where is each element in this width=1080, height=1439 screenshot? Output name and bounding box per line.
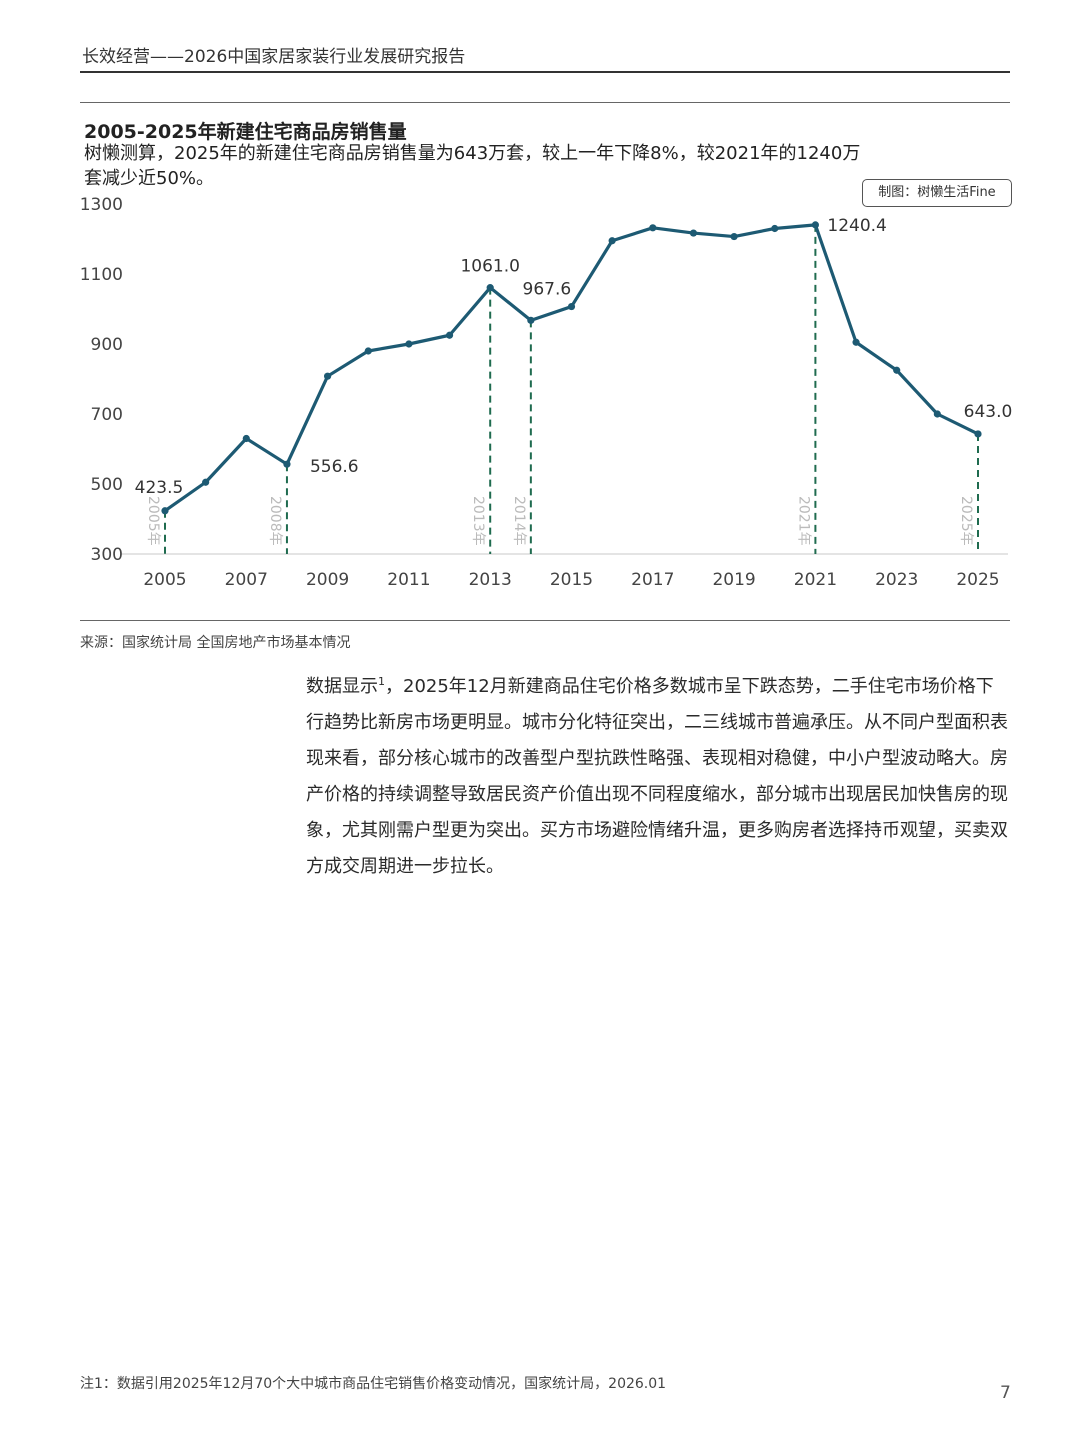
x-tick-label: 2019 bbox=[712, 570, 755, 590]
data-point bbox=[893, 366, 901, 374]
data-point bbox=[608, 237, 616, 245]
x-tick-label: 2011 bbox=[387, 570, 430, 590]
y-tick-label: 700 bbox=[91, 405, 123, 425]
body-text-main: ，2025年12月新建商品住宅价格多数城市呈下跌态势，二手住宅市场价格下行趋势比… bbox=[306, 676, 1008, 877]
data-point bbox=[527, 316, 535, 324]
x-tick-label: 2009 bbox=[306, 570, 349, 590]
data-point bbox=[689, 229, 698, 237]
x-tick-label: 2021 bbox=[794, 570, 837, 590]
data-point bbox=[161, 507, 169, 515]
x-tick-label: 2005 bbox=[143, 570, 186, 590]
chart-bottom-divider bbox=[80, 620, 1010, 621]
chart-top-divider bbox=[80, 102, 1010, 103]
x-tick-label: 2007 bbox=[225, 570, 268, 590]
data-point bbox=[811, 221, 820, 229]
highlight-year-label: 2008年 bbox=[267, 496, 283, 546]
data-point bbox=[649, 224, 657, 232]
data-label: 556.6 bbox=[310, 457, 359, 477]
data-point bbox=[567, 302, 576, 311]
y-tick-label: 900 bbox=[91, 335, 123, 355]
page-number: 7 bbox=[1000, 1383, 1011, 1403]
highlight-year-label: 2005年 bbox=[145, 496, 161, 546]
data-point bbox=[974, 430, 982, 438]
x-tick-label: 2017 bbox=[631, 570, 674, 590]
data-label: 1240.4 bbox=[827, 216, 886, 236]
y-tick-label: 1100 bbox=[80, 265, 123, 285]
report-header-title: 长效经营——2026中国家居家装行业发展研究报告 bbox=[82, 47, 466, 67]
y-tick-label: 1300 bbox=[80, 195, 123, 215]
chart-credit-badge: 制图：树懒生活Fine bbox=[862, 179, 1012, 207]
y-tick-label: 500 bbox=[91, 475, 123, 495]
data-point bbox=[445, 331, 454, 339]
data-point bbox=[771, 224, 779, 233]
x-tick-label: 2015 bbox=[550, 570, 593, 590]
highlight-year-label: 2013年 bbox=[470, 496, 486, 546]
body-paragraph: 数据显示1，2025年12月新建商品住宅价格多数城市呈下跌态势，二手住宅市场价格… bbox=[306, 669, 1011, 885]
data-point bbox=[324, 372, 332, 380]
data-label: 423.5 bbox=[135, 478, 184, 498]
data-point bbox=[242, 434, 250, 443]
data-point bbox=[283, 460, 291, 468]
highlight-year-label: 2014年 bbox=[511, 496, 527, 546]
data-label: 1061.0 bbox=[460, 257, 519, 277]
highlight-year-label: 2021年 bbox=[795, 496, 811, 546]
highlight-year-label: 2025年 bbox=[958, 496, 974, 546]
x-tick-label: 2023 bbox=[875, 570, 918, 590]
data-point bbox=[405, 340, 413, 348]
sales-line-chart: 300 500 700 900 1100 1300 2005 2007 2009 2011 2013… bbox=[80, 195, 1013, 590]
data-point bbox=[730, 232, 738, 241]
data-point bbox=[933, 410, 941, 418]
data-point bbox=[364, 347, 372, 355]
x-tick-label: 2013 bbox=[469, 570, 512, 590]
data-label: 967.6 bbox=[523, 279, 572, 299]
header-divider bbox=[80, 71, 1010, 73]
chart-source: 来源：国家统计局 全国房地产市场基本情况 bbox=[80, 635, 351, 651]
y-tick-label: 300 bbox=[91, 545, 123, 565]
data-label: 643.0 bbox=[964, 402, 1013, 422]
chart-subtitle: 树懒测算，2025年的新建住宅商品房销售量为643万套，较上一年下降8%，较20… bbox=[84, 143, 861, 189]
footnote-reference: 1 bbox=[378, 675, 385, 688]
data-point bbox=[486, 284, 494, 292]
data-point bbox=[202, 478, 210, 486]
chart-title: 2005-2025年新建住宅商品房销售量 bbox=[84, 121, 407, 143]
data-point bbox=[852, 338, 860, 346]
footnote: 注1：数据引用2025年12月70个大中城市商品住宅销售价格变动情况，国家统计局… bbox=[80, 1376, 667, 1392]
body-text-lead: 数据显示 bbox=[306, 676, 378, 697]
x-tick-label: 2025 bbox=[956, 570, 999, 590]
